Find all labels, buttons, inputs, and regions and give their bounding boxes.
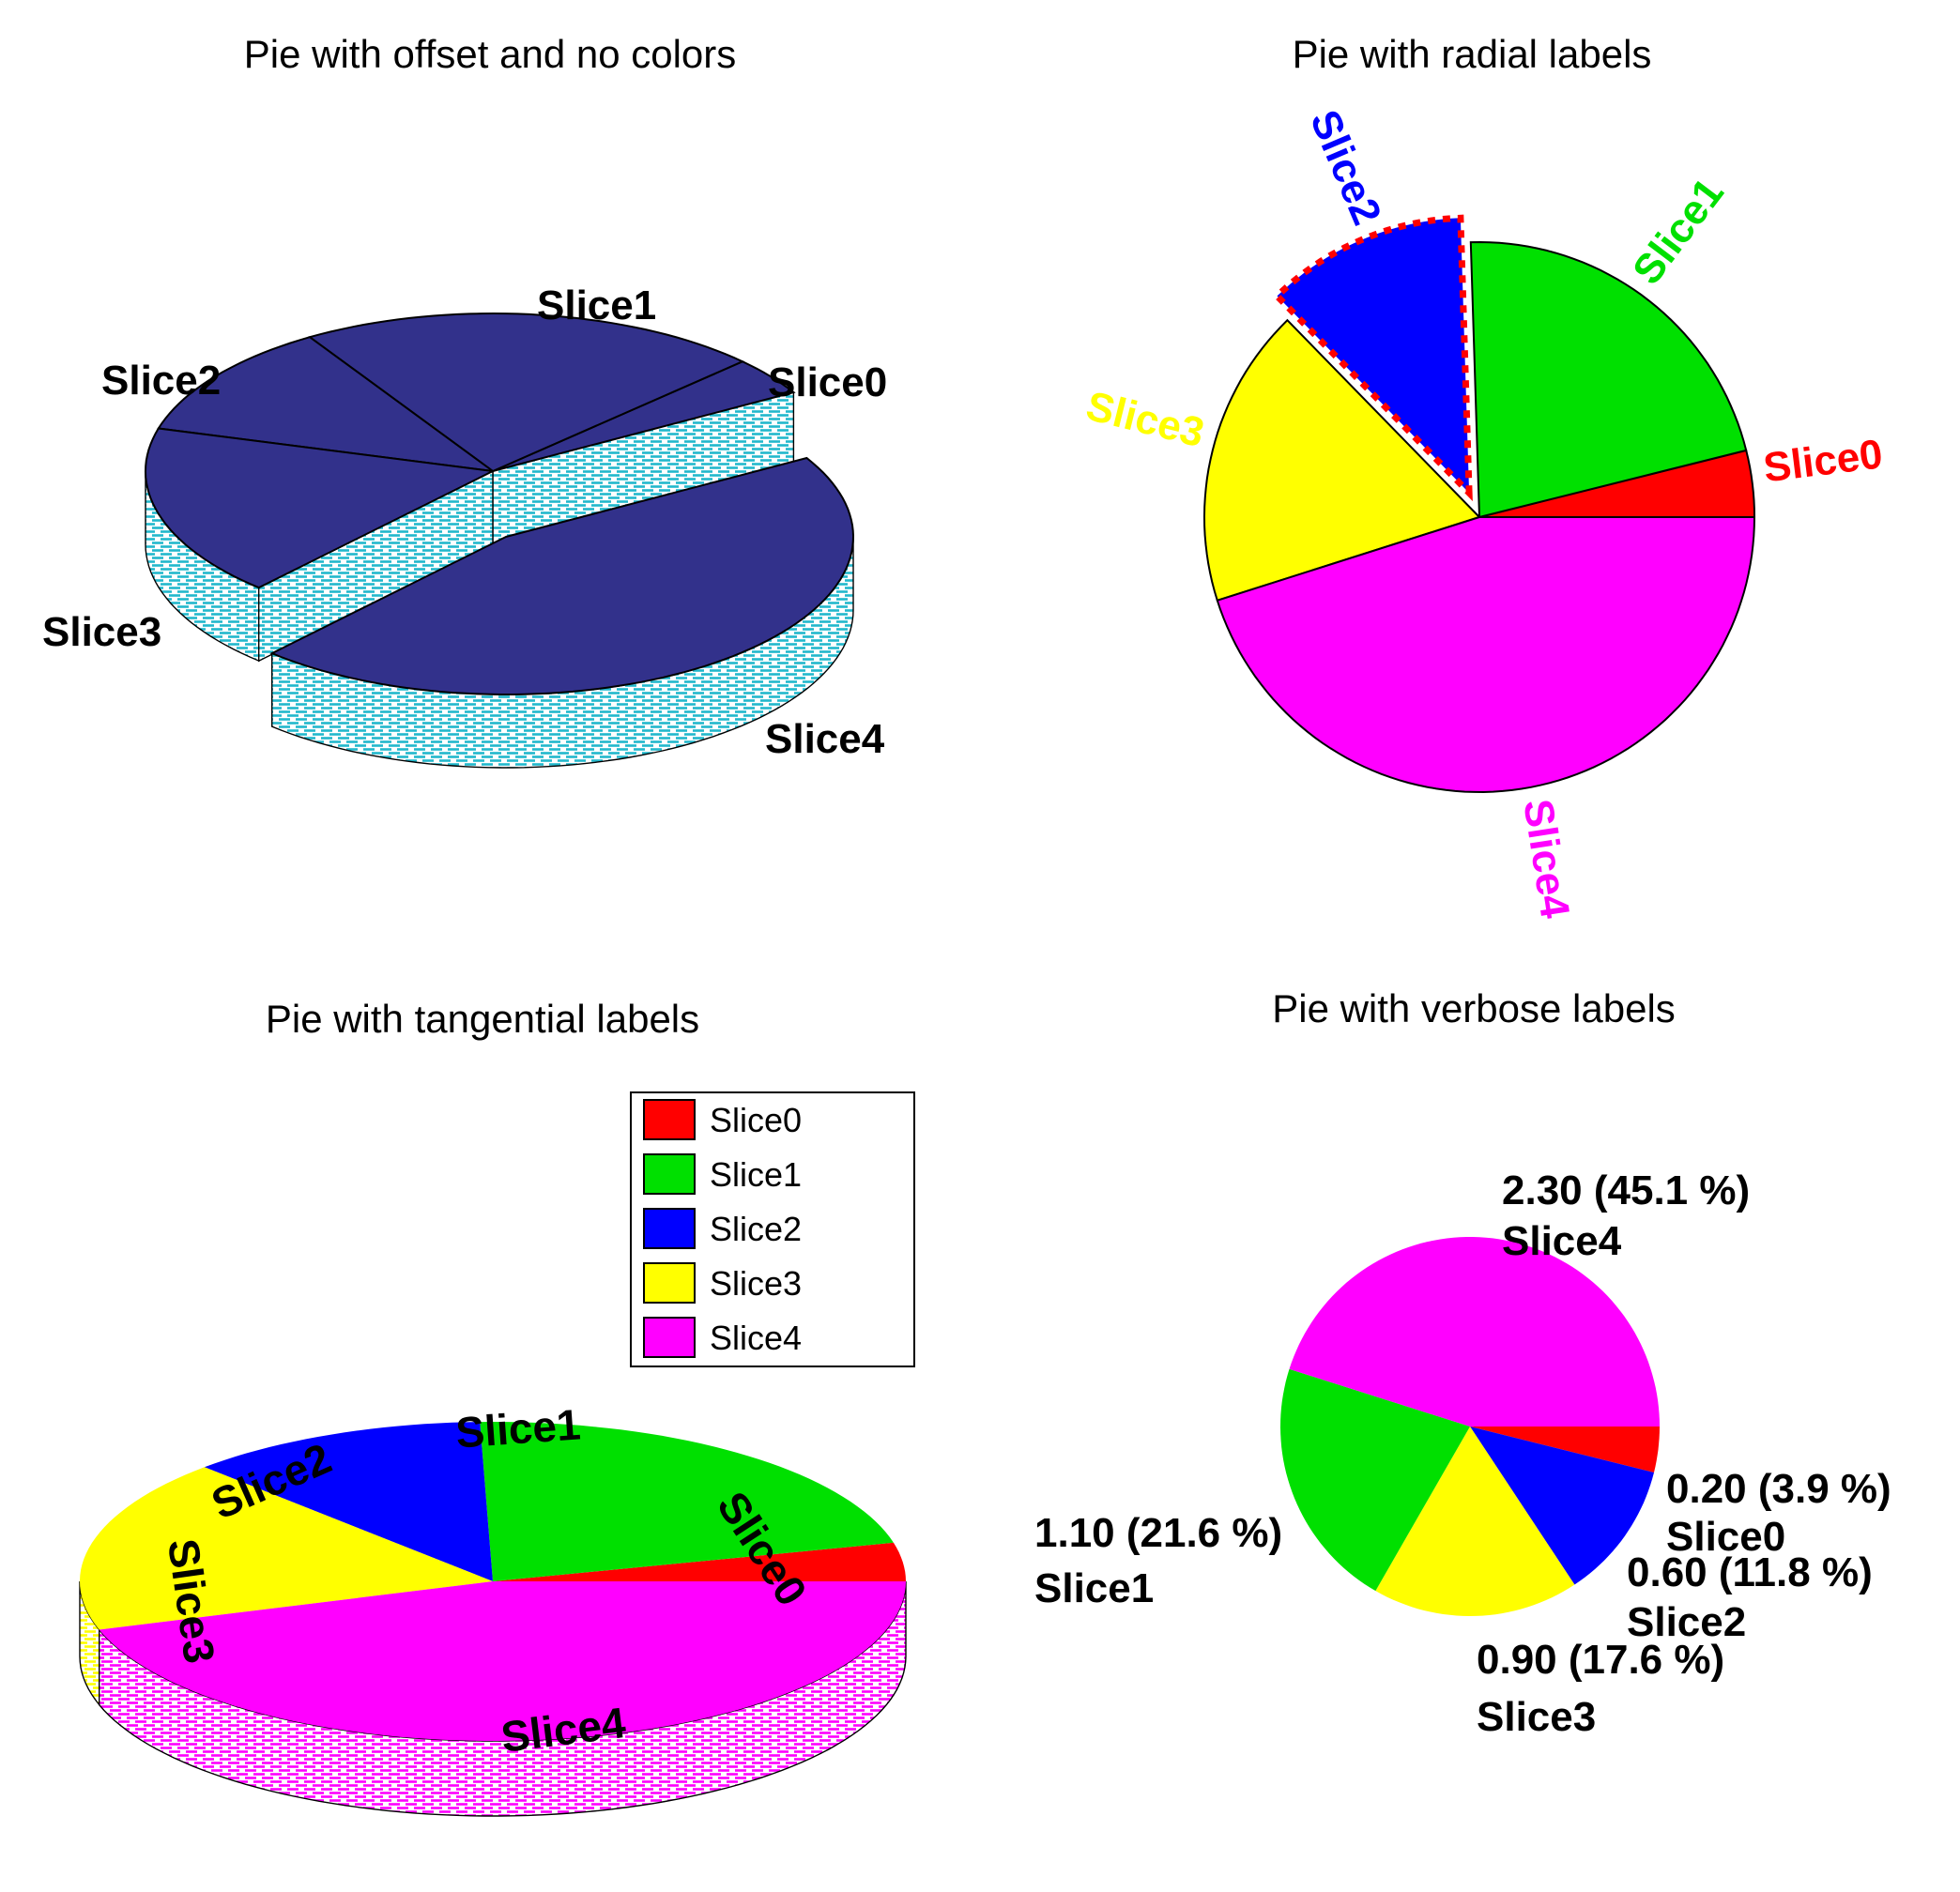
pie1-slice-slice4 [269,456,855,695]
pie4-label-slice0-name: Slice0 [1666,1514,1785,1560]
pie4-slice-slice0 [1470,1427,1660,1472]
legend-swatch-slice3 [643,1262,696,1304]
legend-label-slice3: Slice3 [710,1264,802,1303]
pie4-slice-slice1 [1280,1368,1470,1592]
pie4-title: Pie with verbose labels [1272,986,1676,1030]
pie4-label-slice4-value: 2.30 (45.1 %) [1502,1167,1750,1213]
legend-swatch-slice1 [643,1153,696,1195]
pie2-slice-slice3 [1202,318,1481,603]
pie4-slice-slice2 [1470,1427,1654,1585]
legend-label-slice1: Slice1 [710,1155,802,1194]
pie2-title: Pie with radial labels [1293,32,1652,76]
pie3-slice-slice0 [493,1542,906,1581]
pie3-slice-slice2 [204,1422,494,1581]
pie-offset-no-colors: Slice0 Slice1 Slice2 Slice3 Slice4 [42,282,887,769]
pie1-label-slice3: Slice3 [42,609,161,655]
pie4-label-slice0-value: 0.20 (3.9 %) [1666,1466,1891,1512]
pie4-label-slice4-name: Slice4 [1502,1218,1622,1264]
pie4-label-slice2-value: 0.60 (11.8 %) [1627,1549,1873,1595]
pie4-label-slice1-name: Slice1 [1034,1565,1154,1611]
legend: Slice0 Slice1 Slice2 Slice3 Slice4 [630,1091,915,1367]
pie3-slice-slice1 [480,1422,894,1581]
legend-swatch-slice2 [643,1208,696,1249]
pie1-label-slice0: Slice0 [768,359,887,405]
pie2-slice-slice1 [1469,240,1748,519]
pie-verbose-labels: 0.20 (3.9 %)Slice0 1.10 (21.6 %) Slice1 0.6… [1034,1167,1891,1740]
pie3-slice-slice4 [99,1581,906,1741]
pie2-slice-slice2 [1272,214,1473,502]
legend-swatch-slice4 [643,1317,696,1358]
pie1-title: Pie with offset and no colors [244,32,737,76]
pie4-slice-slice4 [1289,1237,1660,1427]
legend-label-slice2: Slice2 [710,1210,802,1248]
pie2-slice-slice4 [1216,516,1756,794]
pie1-slice-slice0 [492,360,796,472]
legend-label-slice0: Slice0 [710,1101,802,1139]
pie3-slice-slice3 [80,1467,493,1630]
pie4-label-slice1-value: 1.10 (21.6 %) [1034,1510,1282,1556]
pie3-title: Pie with tangential labels [266,997,699,1041]
pie4-label-slice3-value: 0.90 (17.6 %) [1477,1637,1724,1683]
pie4-label-slice3-name: Slice3 [1477,1694,1596,1740]
pie3-label-slice1: Slice1 [454,1399,582,1457]
legend-label-slice4: Slice4 [710,1319,802,1357]
pie1-slice-slice3 [144,427,497,589]
pie1-slice-slice1 [307,312,745,473]
pie1-slice-slice2 [157,336,494,472]
pie1-label-slice2: Slice2 [101,358,221,404]
legend-swatch-slice0 [643,1099,696,1140]
pie1-label-slice1: Slice1 [537,282,656,328]
pie4-slice-slice3 [1375,1427,1575,1616]
pie1-label-slice4: Slice4 [765,716,885,762]
pie4-label-slice2-name: Slice2 [1627,1599,1746,1645]
